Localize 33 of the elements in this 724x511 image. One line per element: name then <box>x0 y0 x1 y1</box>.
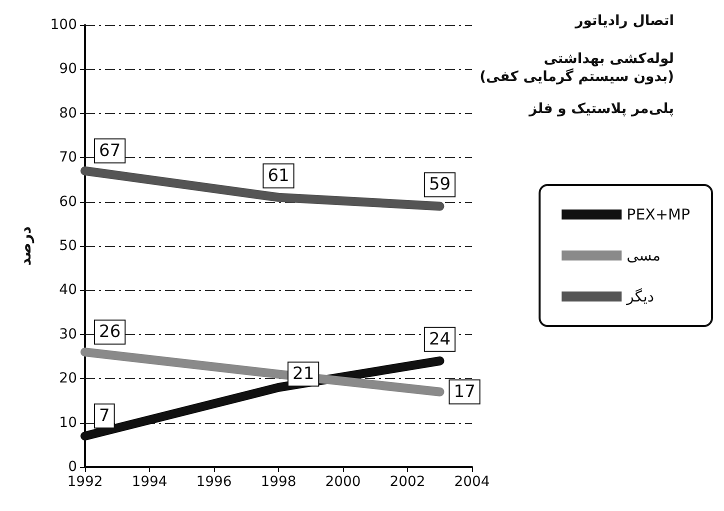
y-tick-label: 30 <box>59 326 77 342</box>
data-label: 61 <box>268 166 290 186</box>
y-tick-label: 90 <box>59 61 77 78</box>
x-tick-label: 2002 <box>390 474 426 490</box>
y-tick-label: 10 <box>59 414 77 431</box>
y-tick-label: 70 <box>59 150 77 166</box>
y-tick-label: 20 <box>59 370 77 387</box>
x-tick-label: 2004 <box>454 474 490 490</box>
x-tick-label: 1998 <box>260 474 296 490</box>
data-label: 7 <box>99 406 110 426</box>
y-tick-label: 50 <box>59 238 77 254</box>
x-tick-label: 1994 <box>132 474 168 490</box>
data-label: 67 <box>99 140 121 161</box>
x-tick-label: 1992 <box>67 474 103 490</box>
y-axis-title: درصد <box>16 226 34 266</box>
text: لوله‌کشی بهداشتی (بدون سیستم گرمایی کفی) <box>480 51 674 85</box>
y-tick-label: 40 <box>59 282 77 298</box>
data-label: 21 <box>292 364 314 384</box>
data-label: 24 <box>428 329 451 350</box>
text: پلی‌مر پلاستیک و فلز <box>528 101 674 117</box>
legend-label: مسی <box>626 246 661 264</box>
x-tick-label: 2000 <box>325 474 361 490</box>
legend-label: دیگر <box>626 288 654 306</box>
text: اتصال رادیاتور <box>574 13 674 29</box>
legend-label: PEX+MP <box>626 206 690 224</box>
y-tick-label: 80 <box>59 105 77 122</box>
data-label: 26 <box>99 322 121 342</box>
y-tick-label: 0 <box>68 459 77 475</box>
data-label: 17 <box>454 382 476 402</box>
x-tick-label: 1996 <box>196 474 232 490</box>
data-label: 59 <box>428 174 451 195</box>
y-tick-label: 100 <box>50 17 77 33</box>
y-tick-label: 60 <box>59 194 77 210</box>
